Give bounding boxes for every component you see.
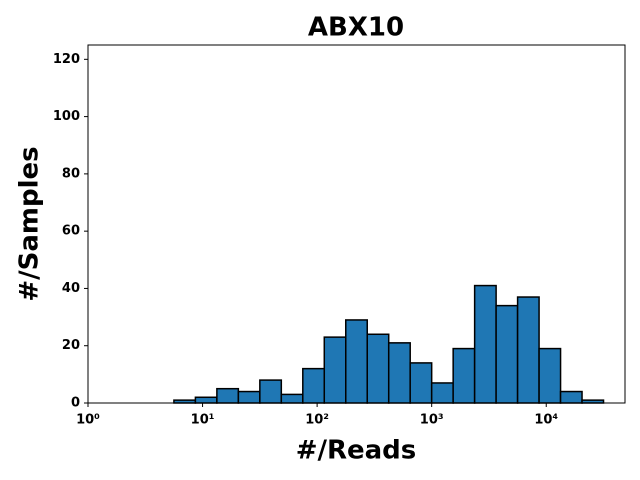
bar <box>237 390 261 404</box>
x-axis-label: #/Reads <box>296 436 417 466</box>
y-tick-label: 100 <box>53 109 80 124</box>
bar <box>302 367 326 404</box>
bar <box>280 393 304 404</box>
y-tick-label: 120 <box>53 52 80 67</box>
bar <box>538 347 562 404</box>
x-tick-label: 10² <box>305 413 329 428</box>
bar <box>259 379 283 404</box>
bar <box>559 390 583 404</box>
bar <box>216 387 240 404</box>
x-tick-label: 10¹ <box>191 413 215 428</box>
bar <box>430 382 454 404</box>
y-tick-label: 40 <box>62 281 80 296</box>
y-tick-label: 80 <box>62 166 80 181</box>
bar <box>194 396 218 404</box>
bar <box>345 319 368 404</box>
bar <box>516 296 540 404</box>
bar <box>495 304 519 404</box>
bar <box>387 342 411 404</box>
bar <box>473 284 497 404</box>
y-tick-label: 20 <box>62 338 80 353</box>
bar <box>409 362 433 404</box>
plot-frame <box>87 44 626 404</box>
bar <box>366 333 390 404</box>
bar <box>452 347 476 404</box>
y-tick-label: 60 <box>62 224 80 239</box>
x-tick-label: 10⁰ <box>76 413 100 428</box>
bar <box>323 336 347 404</box>
y-axis-label: #/Samples <box>15 146 45 301</box>
x-tick-label: 10⁴ <box>534 413 558 428</box>
y-tick-label: 0 <box>71 396 80 411</box>
chart-title: ABX10 <box>308 13 404 43</box>
x-tick-label: 10³ <box>420 413 444 428</box>
